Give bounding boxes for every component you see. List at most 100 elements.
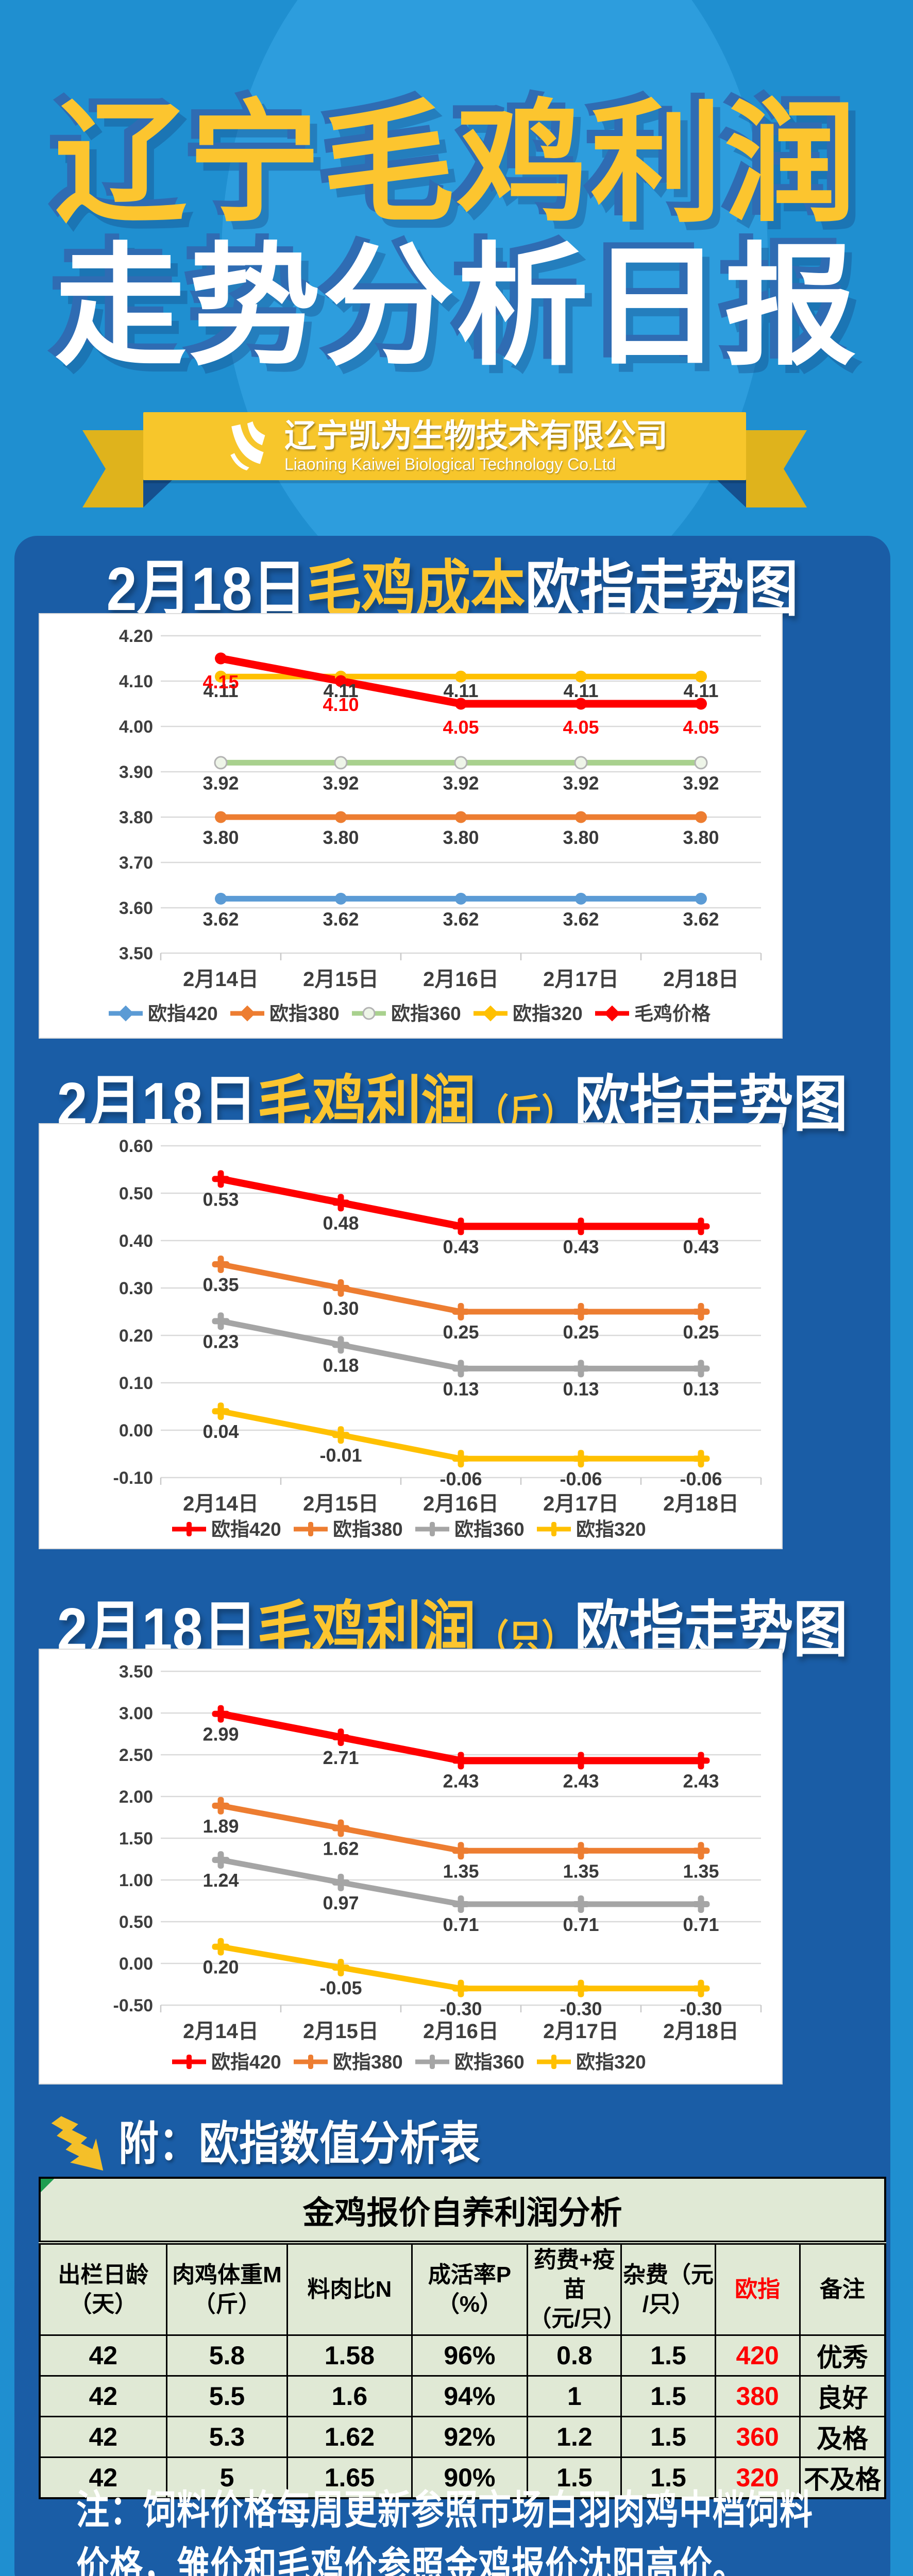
table-cell: 1.5 (620, 2375, 716, 2417)
data-label: 3.80 (563, 827, 599, 848)
zigzag-arrow-icon (51, 2116, 104, 2171)
y-tick-label: 3.70 (119, 853, 153, 873)
x-tick-label: 2月15日 (303, 1493, 379, 1515)
data-point (574, 756, 588, 770)
x-tick-label: 2月15日 (303, 968, 379, 991)
ribbon-fold-left (143, 480, 172, 507)
table-header-row: 出栏日龄 （天） 肉鸡体重M （斤） 料肉比N 成活率P （%） 药费+疫苗 （元/只）… (39, 2242, 886, 2336)
data-label: 3.80 (683, 827, 719, 848)
data-point (694, 756, 708, 770)
data-label: -0.30 (439, 1998, 482, 2020)
data-label: 1.89 (202, 1816, 239, 1837)
data-point (695, 811, 707, 823)
data-label: 0.53 (202, 1189, 239, 1210)
page-title-line2: 走势分析日报 (54, 233, 858, 381)
data-point (334, 756, 348, 770)
legend-marker (430, 1522, 435, 1536)
legend-label: 欧指320 (513, 1003, 583, 1024)
data-label: 2.99 (202, 1724, 239, 1745)
chart1-title-suffix: 欧指走势图 (525, 555, 799, 623)
data-label: 3.80 (443, 827, 479, 848)
data-point (575, 892, 587, 905)
line-chart: 3.50 3.00 2.50 2.00 1.50 1.00 0.50 0.00 -0.50 2月1… (113, 1662, 762, 2073)
legend-marker (187, 1522, 192, 1536)
data-label: 1.35 (443, 1860, 479, 1882)
ribbon-tail-left (82, 430, 143, 507)
x-tick-label: 2月17日 (543, 1493, 619, 1515)
table-cell: 420 (714, 2334, 801, 2377)
data-label: 0.35 (202, 1274, 239, 1295)
data-point (454, 756, 468, 770)
table-cell: 42 (39, 2375, 167, 2417)
data-label: 0.18 (323, 1354, 359, 1376)
ribbon-tail-right (746, 430, 807, 507)
y-tick-label: 0.50 (119, 1912, 153, 1932)
data-point (575, 811, 587, 823)
legend-label: 欧指420 (148, 1003, 218, 1024)
data-label: 0.48 (323, 1212, 359, 1233)
footnote: 注：饲料价格每周更新参照市场白羽肉鸡中档饲料 价格，雏价和毛鸡价参照金鸡报价沈阳… (76, 2482, 813, 2576)
data-point (335, 811, 347, 823)
data-label: 3.80 (323, 827, 359, 848)
data-label: -0.06 (560, 1468, 602, 1489)
y-tick-label: 2.00 (119, 1787, 153, 1807)
table-cell: 0.8 (527, 2334, 622, 2377)
table-cell: 360 (714, 2415, 801, 2458)
table-cell: 1.5 (620, 2456, 716, 2499)
legend-marker (308, 1522, 313, 1536)
data-label: -0.01 (319, 1445, 362, 1466)
data-label: 1.35 (683, 1860, 719, 1882)
x-tick-label: 2月17日 (543, 968, 619, 991)
table-cell: 1.2 (527, 2415, 622, 2458)
data-label: 4.05 (443, 717, 479, 738)
footnote-line1: 注：饲料价格每周更新参照市场白羽肉鸡中档饲料 (76, 2487, 813, 2533)
data-label: 0.25 (563, 1321, 599, 1343)
data-label: -0.30 (560, 1998, 602, 2020)
data-point (335, 675, 347, 687)
data-label: 3.62 (443, 908, 479, 929)
y-tick-label: 4.20 (119, 626, 153, 646)
data-point (575, 670, 587, 683)
table-cell: 不及格 (799, 2456, 886, 2499)
table-cell: 94% (411, 2375, 529, 2417)
table-title: 金鸡报价自养利润分析 (39, 2177, 886, 2245)
y-tick-label: 3.00 (119, 1704, 153, 1723)
table-row: 42 5 1.65 90% 1.5 1.5 320 不及格 (39, 2456, 886, 2499)
legend-marker (187, 2055, 192, 2069)
y-tick-label: 0.60 (119, 1137, 153, 1156)
data-label: 2.43 (683, 1770, 719, 1791)
chart3-profit-per-bird: 3.50 3.00 2.50 2.00 1.50 1.00 0.50 0.00 -0.50 2月1… (39, 1649, 783, 2084)
y-tick-label: -0.10 (113, 1468, 154, 1488)
legend-label: 欧指380 (333, 1519, 403, 1540)
y-tick-label: 0.00 (119, 1954, 153, 1974)
data-label: 0.04 (202, 1421, 239, 1442)
data-label: 0.97 (323, 1892, 359, 1913)
y-tick-label: 2.50 (119, 1745, 153, 1765)
data-label: 4.11 (323, 680, 358, 701)
table-row: 42 5.5 1.6 94% 1 1.5 380 良好 (39, 2375, 886, 2417)
data-label: 1.24 (202, 1870, 239, 1891)
table-cell: 1.6 (286, 2375, 413, 2417)
table-cell: 5.3 (165, 2415, 289, 2458)
data-label: 2.43 (563, 1770, 599, 1791)
data-point (455, 811, 467, 823)
legend-label: 欧指360 (391, 1003, 461, 1024)
data-label: -0.30 (680, 1998, 722, 2020)
company-logo-icon (230, 421, 265, 471)
x-tick-label: 2月15日 (303, 2020, 379, 2043)
column-header: 备注 (799, 2242, 886, 2336)
table-cell: 1 (527, 2375, 622, 2417)
y-tick-label: 3.60 (119, 899, 153, 918)
column-header: 欧指 (714, 2242, 801, 2336)
data-label: 1.35 (563, 1860, 599, 1882)
data-label: 4.11 (203, 680, 238, 701)
data-label: 2.71 (323, 1747, 359, 1768)
data-label: 0.25 (443, 1321, 479, 1343)
ribbon-body (143, 412, 746, 480)
data-label: 4.15 (202, 671, 239, 692)
table-row: 42 5.3 1.62 92% 1.2 1.5 360 及格 (39, 2415, 886, 2458)
company-banner: 辽宁凯为生物技术有限公司 Liaoning Kaiwei Biological … (143, 412, 746, 480)
chart1-title-topic: 毛鸡成本 (307, 555, 526, 623)
data-label: 3.92 (323, 772, 359, 793)
column-header: 成活率P （%） (411, 2242, 529, 2336)
